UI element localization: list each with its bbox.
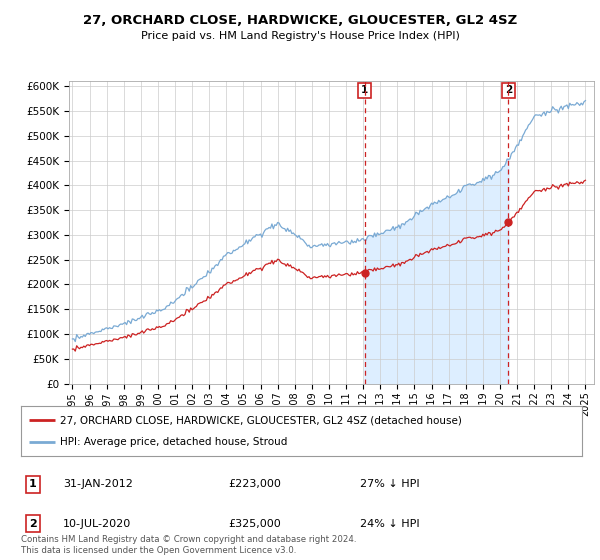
Text: 10-JUL-2020: 10-JUL-2020 xyxy=(63,519,131,529)
Text: Price paid vs. HM Land Registry's House Price Index (HPI): Price paid vs. HM Land Registry's House … xyxy=(140,31,460,41)
Text: £223,000: £223,000 xyxy=(228,479,281,489)
Text: 2: 2 xyxy=(29,519,37,529)
Text: 1: 1 xyxy=(361,85,368,95)
Text: 27% ↓ HPI: 27% ↓ HPI xyxy=(360,479,419,489)
Text: 2: 2 xyxy=(505,85,512,95)
Text: 24% ↓ HPI: 24% ↓ HPI xyxy=(360,519,419,529)
Text: This data is licensed under the Open Government Licence v3.0.: This data is licensed under the Open Gov… xyxy=(21,547,296,556)
Text: HPI: Average price, detached house, Stroud: HPI: Average price, detached house, Stro… xyxy=(60,437,287,447)
Text: Contains HM Land Registry data © Crown copyright and database right 2024.: Contains HM Land Registry data © Crown c… xyxy=(21,535,356,544)
Text: £325,000: £325,000 xyxy=(228,519,281,529)
Text: 27, ORCHARD CLOSE, HARDWICKE, GLOUCESTER, GL2 4SZ (detached house): 27, ORCHARD CLOSE, HARDWICKE, GLOUCESTER… xyxy=(60,415,462,425)
Text: 1: 1 xyxy=(29,479,37,489)
Text: 31-JAN-2012: 31-JAN-2012 xyxy=(63,479,133,489)
Text: 27, ORCHARD CLOSE, HARDWICKE, GLOUCESTER, GL2 4SZ: 27, ORCHARD CLOSE, HARDWICKE, GLOUCESTER… xyxy=(83,14,517,27)
